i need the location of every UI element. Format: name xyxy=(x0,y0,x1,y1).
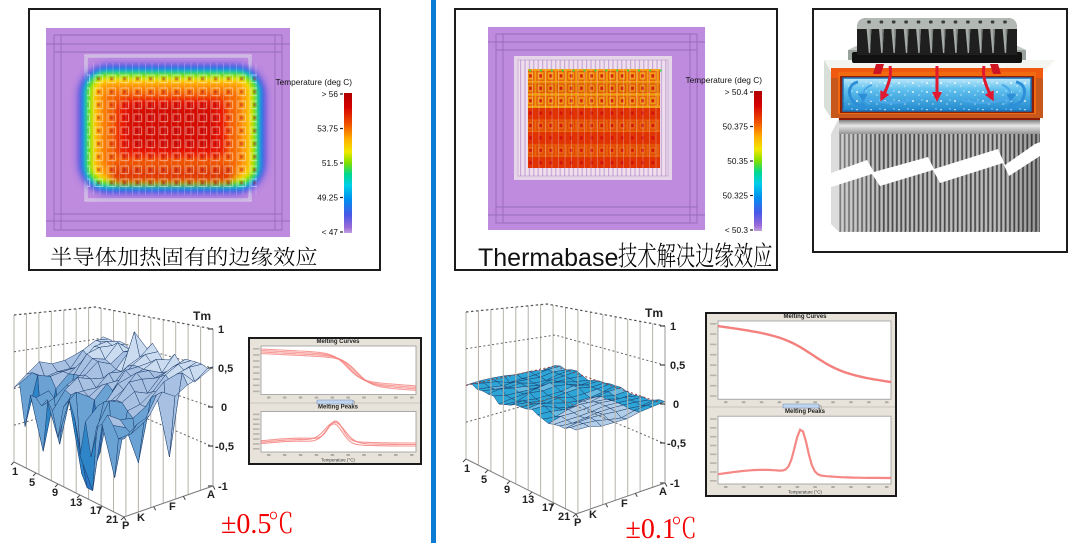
svg-text:Temperature (°C): Temperature (°C) xyxy=(321,458,355,463)
svg-text:5: 5 xyxy=(29,477,35,489)
svg-text:17: 17 xyxy=(542,502,554,514)
svg-text:1: 1 xyxy=(218,324,224,336)
svg-text:P: P xyxy=(122,520,129,532)
svg-text:< 50.3: < 50.3 xyxy=(725,225,749,235)
svg-text:1: 1 xyxy=(464,463,470,475)
svg-text:P: P xyxy=(574,517,581,529)
svg-text:13: 13 xyxy=(522,494,534,506)
svg-text:13: 13 xyxy=(70,497,82,509)
svg-text:9: 9 xyxy=(504,484,510,496)
svg-text:1: 1 xyxy=(670,321,676,333)
svg-text:K: K xyxy=(137,512,145,524)
svg-text:Temperature (deg C): Temperature (deg C) xyxy=(685,75,762,85)
svg-text:9: 9 xyxy=(52,487,58,499)
svg-text:51.5: 51.5 xyxy=(322,158,339,168)
svg-text:50.375: 50.375 xyxy=(723,122,749,132)
svg-text:±0.5: ±0.5 xyxy=(221,509,271,540)
svg-text:0,5: 0,5 xyxy=(670,360,685,372)
svg-text:0,5: 0,5 xyxy=(218,363,233,375)
svg-text:> 50.4: > 50.4 xyxy=(725,87,749,97)
svg-text:1: 1 xyxy=(12,466,18,478)
svg-text:A: A xyxy=(207,489,215,501)
svg-text:5: 5 xyxy=(481,474,487,486)
svg-text:0: 0 xyxy=(673,399,679,411)
svg-text:53.75: 53.75 xyxy=(317,124,338,134)
svg-text:50.35: 50.35 xyxy=(727,156,748,166)
svg-text:-0,5: -0,5 xyxy=(667,438,686,450)
svg-text:-1: -1 xyxy=(670,478,680,490)
svg-text:49.25: 49.25 xyxy=(317,193,338,203)
svg-text:Tm: Tm xyxy=(645,306,663,320)
svg-text:0: 0 xyxy=(221,402,227,414)
svg-text:A: A xyxy=(659,486,667,498)
svg-text:Temperature (°C): Temperature (°C) xyxy=(788,490,822,495)
svg-text:-1: -1 xyxy=(218,481,228,493)
svg-text:K: K xyxy=(589,509,597,521)
svg-text:Thermabase: Thermabase xyxy=(478,244,618,271)
svg-text:Melting Peaks: Melting Peaks xyxy=(785,409,826,415)
svg-text:21: 21 xyxy=(106,514,118,526)
svg-text:F: F xyxy=(621,498,628,510)
svg-text:> 56: > 56 xyxy=(322,89,339,99)
svg-text:F: F xyxy=(169,501,176,513)
svg-text:Melting Peaks: Melting Peaks xyxy=(318,405,359,411)
svg-text:Melting Curves: Melting Curves xyxy=(316,339,360,345)
svg-text:17: 17 xyxy=(90,505,102,517)
svg-text:50.325: 50.325 xyxy=(723,191,749,201)
svg-text:Tm: Tm xyxy=(193,309,211,323)
svg-text:Temperature (deg C): Temperature (deg C) xyxy=(275,77,352,87)
svg-text:-0,5: -0,5 xyxy=(215,441,234,453)
svg-text:21: 21 xyxy=(558,511,570,523)
svg-text:Melting Curves: Melting Curves xyxy=(783,314,827,320)
svg-text:< 47: < 47 xyxy=(322,227,339,237)
svg-text:±0.1: ±0.1 xyxy=(626,514,676,543)
